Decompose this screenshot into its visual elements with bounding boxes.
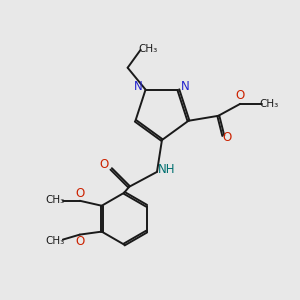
Text: N: N — [181, 80, 190, 93]
Text: NH: NH — [158, 164, 176, 176]
Text: CH₃: CH₃ — [138, 44, 157, 54]
Text: CH₃: CH₃ — [45, 236, 64, 246]
Text: CH₃: CH₃ — [45, 195, 64, 205]
Text: O: O — [75, 187, 84, 200]
Text: O: O — [236, 89, 245, 102]
Text: O: O — [100, 158, 109, 171]
Text: O: O — [223, 131, 232, 144]
Text: O: O — [75, 235, 84, 248]
Text: N: N — [134, 80, 143, 93]
Text: CH₃: CH₃ — [260, 99, 279, 109]
